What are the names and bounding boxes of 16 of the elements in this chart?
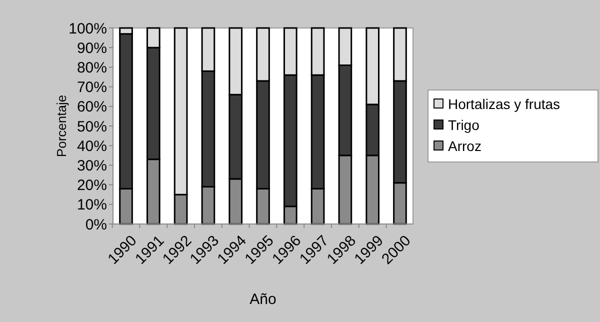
y-tick-label: 30%	[76, 157, 107, 174]
y-tick-label: 40%	[76, 138, 107, 155]
y-tick-label: 50%	[76, 118, 107, 136]
y-tick-label: 100%	[68, 20, 107, 38]
x-axis-title: Año	[250, 291, 276, 308]
legend-label: Trigo	[448, 116, 480, 133]
legend-label: Hortalizas y frutas	[448, 96, 560, 112]
y-tick-label: 10%	[76, 196, 107, 214]
y-tick-label: 90%	[76, 40, 107, 57]
y-tick-label: 20%	[76, 177, 107, 194]
y-tick-label: 80%	[76, 59, 107, 76]
y-tick-label: 70%	[76, 79, 107, 96]
legend-label: Arroz	[448, 138, 482, 154]
y-tick-label: 60%	[76, 98, 107, 116]
y-axis-title: Porcentaje	[54, 94, 69, 158]
y-tick-label: 0%	[85, 216, 107, 234]
